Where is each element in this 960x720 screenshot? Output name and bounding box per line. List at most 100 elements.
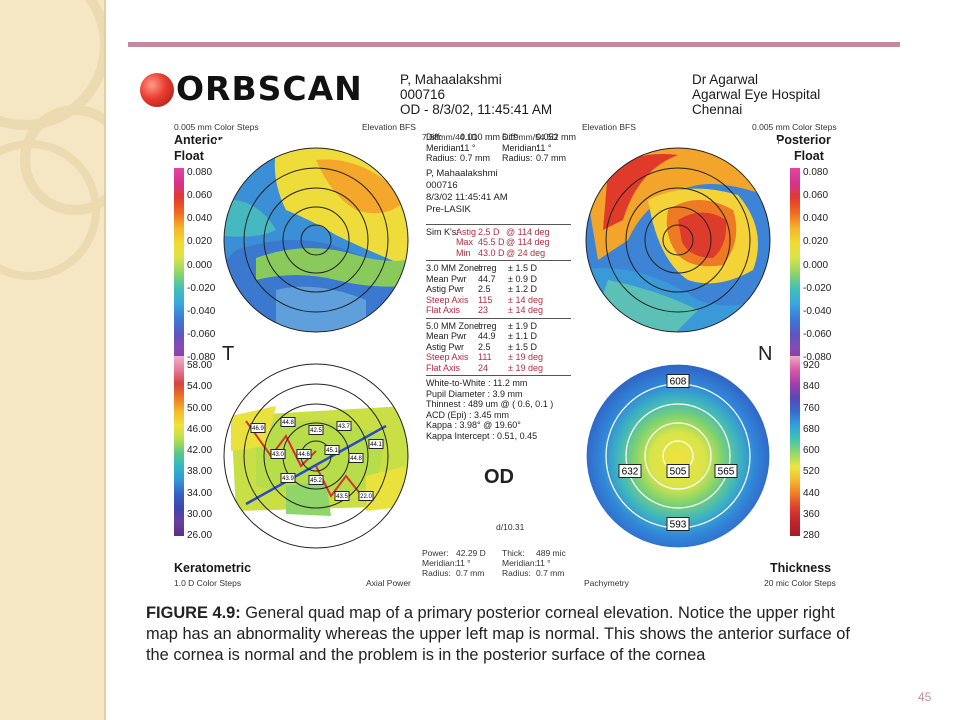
float-right-label: Float bbox=[794, 149, 824, 163]
stats-cell: ± 1.5 D bbox=[508, 263, 537, 273]
colorbar-anterior-label: 0.020 bbox=[187, 236, 213, 248]
stats-row: Meridian: 11 ° bbox=[422, 558, 496, 568]
colorbar-posterior-label: -0.020 bbox=[803, 282, 832, 294]
misc-line: Pupil Diameter : 3.9 mm bbox=[426, 388, 523, 399]
colorbar-thickness bbox=[790, 356, 800, 536]
kerato-value: 45.1 bbox=[326, 448, 338, 454]
stats-row: Diff: 0.010 mm bbox=[426, 132, 500, 143]
colorbar-posterior-label: -0.060 bbox=[803, 328, 832, 340]
misc-line: Kappa Intercept : 0.51, 0.45 bbox=[426, 430, 538, 441]
thickness-value: 505 bbox=[670, 467, 687, 478]
colorbar-anterior-label: -0.060 bbox=[187, 328, 216, 340]
caption-text: General quad map of a primary posterior … bbox=[146, 604, 850, 664]
stats-row: Steep Axis 115 ± 14 deg bbox=[426, 295, 571, 306]
figure-caption: FIGURE 4.9: General quad map of a primar… bbox=[146, 603, 866, 666]
stats-cell: Meridian: bbox=[502, 558, 537, 568]
stats-cell: 23 bbox=[478, 305, 489, 315]
stats-row: Meridian: 11 ° bbox=[502, 143, 574, 154]
stats-cell: Steep Axis bbox=[426, 352, 469, 362]
diff-left: Diff: 0.010 mm Meridian: 11 ° Radius: 0.7 mm bbox=[426, 132, 500, 164]
colorbar-posterior-label: 0.060 bbox=[803, 190, 829, 202]
thickness-box bbox=[666, 464, 690, 478]
stats-row: Steep Axis 111 ± 19 deg bbox=[426, 352, 571, 363]
stats-cell: 11 ° bbox=[536, 558, 551, 568]
colorbar-anterior-label: 0.000 bbox=[187, 259, 213, 271]
stats-cell: Astig Pwr bbox=[426, 284, 465, 294]
diff-right: Diff: 0.052 mm Meridian: 11 ° Radius: 0.7 mm bbox=[502, 132, 576, 164]
colorbar-anterior bbox=[174, 168, 184, 363]
colorbar-thickness-label: 840 bbox=[803, 381, 820, 393]
colorbar-thickness-label: 440 bbox=[803, 487, 820, 499]
hospital-name: Agarwal Eye Hospital Chennai bbox=[692, 87, 821, 117]
colorbar-anterior-label: 0.080 bbox=[187, 167, 213, 178]
stats-cell: 24 bbox=[478, 362, 489, 373]
right-color-steps: 0.005 mm Color Steps bbox=[752, 122, 837, 132]
stats-row: Radius: 0.7 mm bbox=[502, 153, 574, 164]
kerato-steps: 1.0 D Color Steps bbox=[174, 578, 242, 588]
simk-table: Sim K's: Astig 2.5 D @ 114 deg Max 45.5 D @ 11… bbox=[426, 227, 571, 259]
colorbar-anterior-label: -0.020 bbox=[187, 282, 216, 294]
kerato-value: 42.5 bbox=[310, 428, 322, 434]
stats-cell: 115 bbox=[478, 294, 493, 305]
thickness-box bbox=[714, 464, 738, 478]
stats-row: Max 45.5 D @ 114 deg bbox=[426, 237, 571, 248]
stats-cell: Flat Axis bbox=[426, 362, 461, 373]
deco-ring bbox=[0, 140, 100, 280]
stats-row: Power: 42.29 D bbox=[422, 548, 496, 558]
bfs-left: 7.68mm/44.1D bbox=[422, 132, 478, 142]
kerato-value: 45.2 bbox=[310, 478, 322, 484]
stats-cell: ± 0.9 D bbox=[508, 273, 537, 284]
posterior-label: Posterior bbox=[776, 133, 831, 147]
stats-cell: @ 24 deg bbox=[506, 247, 546, 258]
exam-date: OD - 8/3/02, 11:45:41 AM bbox=[400, 102, 553, 117]
kerato-box bbox=[280, 417, 296, 427]
nasal-marker: N bbox=[758, 343, 773, 365]
stats-row: Radius: 0.7 mm bbox=[422, 568, 496, 578]
stats-row: Radius: 0.7 mm bbox=[426, 153, 498, 164]
stats-cell: Thick: bbox=[502, 548, 525, 558]
stats-row: Meridian: 11 ° bbox=[426, 143, 498, 154]
stats-cell: ± 1.9 D bbox=[508, 320, 537, 331]
keratometric-map: 46.9 44.8 42.5 43.7 44.1 43.0 44.6 45.1 44.8 43.9… bbox=[216, 356, 416, 556]
keratometric-label: Keratometric bbox=[174, 561, 252, 575]
patient-name: P, Mahaalakshmi bbox=[400, 72, 502, 87]
zone3-table: 3.0 MM Zone: Irreg ± 1.5 D Mean Pwr 44.7 ± 0.… bbox=[426, 263, 571, 316]
colorbar-keratometric-label: 58.00 bbox=[187, 360, 213, 371]
kerato-box bbox=[270, 449, 286, 459]
kerato-box bbox=[324, 445, 340, 455]
stats-row: Diff: 0.052 mm bbox=[502, 132, 576, 143]
small-mark: d/10.31 bbox=[496, 522, 525, 532]
colorbar-keratometric-label: 34.00 bbox=[187, 487, 213, 499]
stats-row: Mean Pwr 44.7 ± 0.9 D bbox=[426, 274, 571, 285]
orbscan-logo: ORBSCAN bbox=[140, 69, 362, 109]
colorbar-posterior bbox=[790, 168, 800, 363]
mid-patient-line: P, Mahaalakshmi bbox=[426, 167, 498, 179]
misc-line: White-to-White : 11.2 mm bbox=[426, 378, 528, 388]
stats-row: Min 43.0 D @ 24 deg bbox=[426, 248, 571, 259]
stats-row: Astig Pwr 2.5 ± 1.2 D bbox=[426, 284, 571, 295]
bottom-left-readout: Power: 42.29 D Meridian: 11 ° Radius: 0.7 mm bbox=[422, 548, 496, 578]
stats-row: Thick: 489 mic bbox=[502, 548, 576, 558]
thickness-value: 608 bbox=[670, 377, 687, 388]
stats-cell: Power: bbox=[422, 548, 449, 558]
colorbar-anterior-label: 0.060 bbox=[187, 190, 213, 202]
bfs-right: 6.19mm/54.5D bbox=[502, 132, 558, 142]
stats-cell: 2.5 bbox=[478, 284, 491, 294]
kerato-box bbox=[280, 473, 296, 483]
zone5-table: 5.0 MM Zone: Irreg ± 1.9 D Mean Pwr 44.9 ± 1.… bbox=[426, 321, 571, 374]
kerato-box bbox=[308, 425, 324, 435]
stats-cell: 3.0 MM Zone: bbox=[426, 263, 482, 273]
stats-row: 5.0 MM Zone: Irreg ± 1.9 D bbox=[426, 321, 571, 332]
left-color-steps: 0.005 mm Color Steps bbox=[174, 122, 259, 132]
stats-row: Sim K's: Astig 2.5 D @ 114 deg bbox=[426, 227, 571, 238]
stats-cell: Mean Pwr bbox=[426, 331, 467, 341]
stats-cell: Radius: bbox=[502, 568, 531, 578]
stats-cell: 42.29 D bbox=[456, 548, 486, 558]
bottom-right-readout: Thick: 489 mic Meridian: 11 ° Radius: 0.7 mm bbox=[502, 548, 576, 578]
top-rule bbox=[128, 42, 900, 47]
kerato-value: 44.1 bbox=[370, 442, 382, 448]
kerato-value: 44.8 bbox=[350, 456, 362, 462]
colorbar-thickness-label: 920 bbox=[803, 360, 820, 371]
kerato-value: 43.7 bbox=[338, 424, 350, 430]
colorbar-posterior-label: 0.040 bbox=[803, 213, 829, 225]
